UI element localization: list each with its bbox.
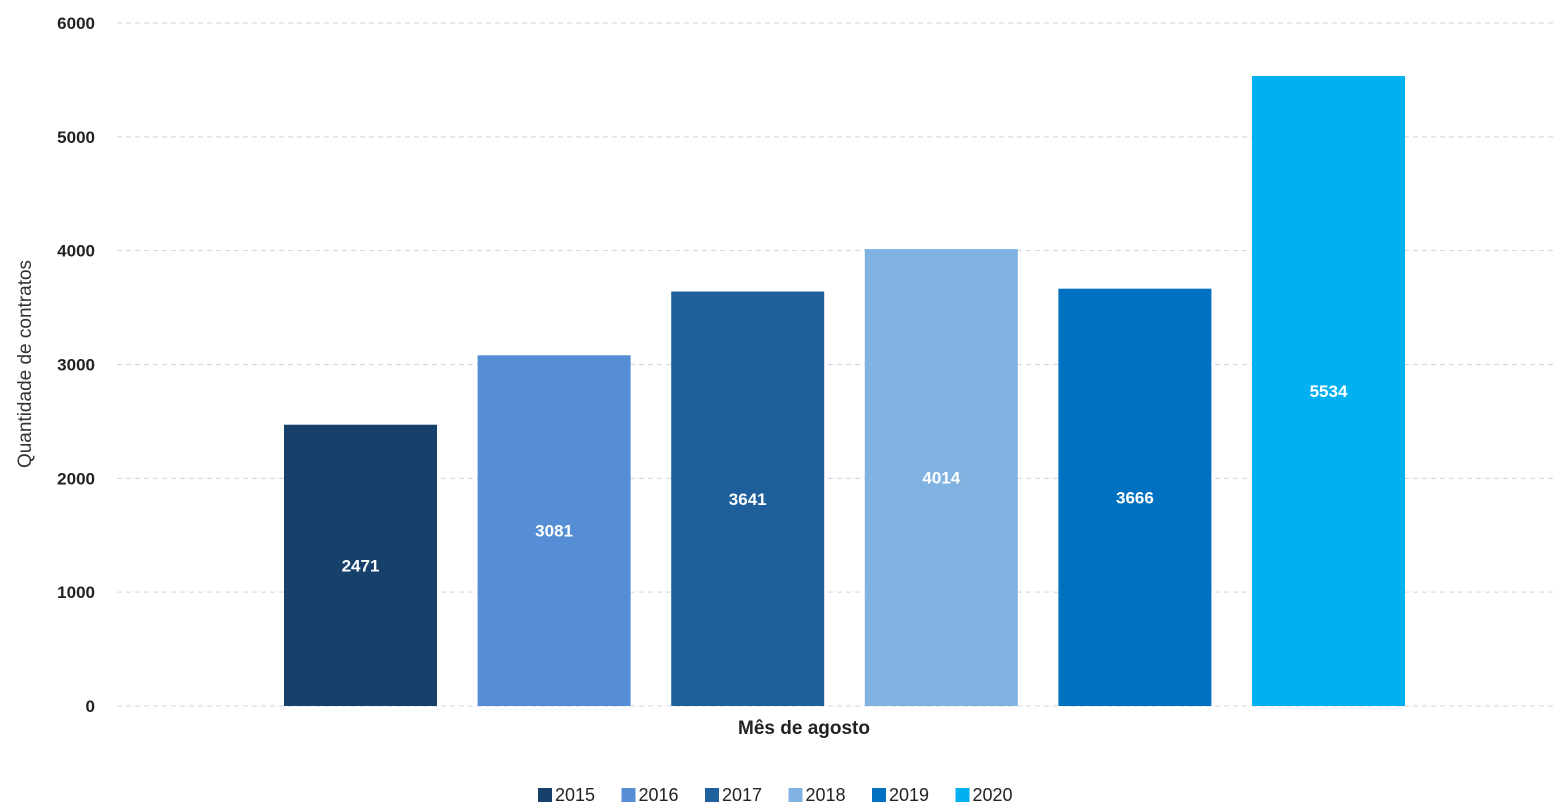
- legend-label-2020: 2020: [973, 785, 1013, 805]
- bar-2016: [477, 355, 631, 706]
- y-tick-label: 4000: [57, 242, 95, 261]
- legend-label-2018: 2018: [806, 785, 846, 805]
- y-tick-label: 0: [86, 697, 95, 716]
- bar-value-label-2015: 2471: [342, 556, 380, 575]
- y-tick-label: 1000: [57, 583, 95, 602]
- legend-swatch-2019: [872, 788, 886, 802]
- bar-value-label-2018: 4014: [922, 469, 960, 488]
- legend-swatch-2015: [538, 788, 552, 802]
- legend-swatch-2016: [621, 788, 636, 802]
- y-axis-title: Quantidade de contratos: [15, 260, 36, 468]
- bar-value-label-2019: 3666: [1116, 488, 1154, 507]
- legend-label-2016: 2016: [639, 785, 679, 805]
- bar-2020: [1252, 76, 1405, 707]
- bars: [284, 76, 1405, 707]
- bar-value-label-2020: 5534: [1310, 382, 1348, 401]
- y-tick-label: 5000: [57, 128, 95, 147]
- legend-label-2019: 2019: [889, 785, 929, 805]
- x-axis-title: Mês de agosto: [738, 718, 870, 739]
- legend-swatch-2020: [955, 788, 970, 802]
- legend-label-2015: 2015: [555, 785, 595, 805]
- bar-value-label-2017: 3641: [729, 490, 767, 509]
- bar-value-label-2016: 3081: [535, 522, 573, 541]
- y-tick-label: 3000: [57, 356, 95, 375]
- bar-value-labels: 2471 3081 3641 4014 3666 5534: [342, 382, 1348, 575]
- bar-2017: [671, 291, 825, 706]
- legend: 2015 2016 2017 2018 2019 2020: [538, 785, 1013, 805]
- bar-2019: [1058, 288, 1212, 706]
- legend-label-2017: 2017: [722, 785, 762, 805]
- legend-swatch-2018: [788, 788, 803, 802]
- bar-2018: [864, 249, 1018, 706]
- y-tick-label: 2000: [57, 469, 95, 488]
- legend-swatch-2017: [705, 788, 719, 802]
- bar-2015: [284, 424, 437, 706]
- y-axis-ticks: 0 1000 2000 3000 4000 5000 6000: [57, 14, 95, 716]
- y-tick-label: 6000: [57, 14, 95, 33]
